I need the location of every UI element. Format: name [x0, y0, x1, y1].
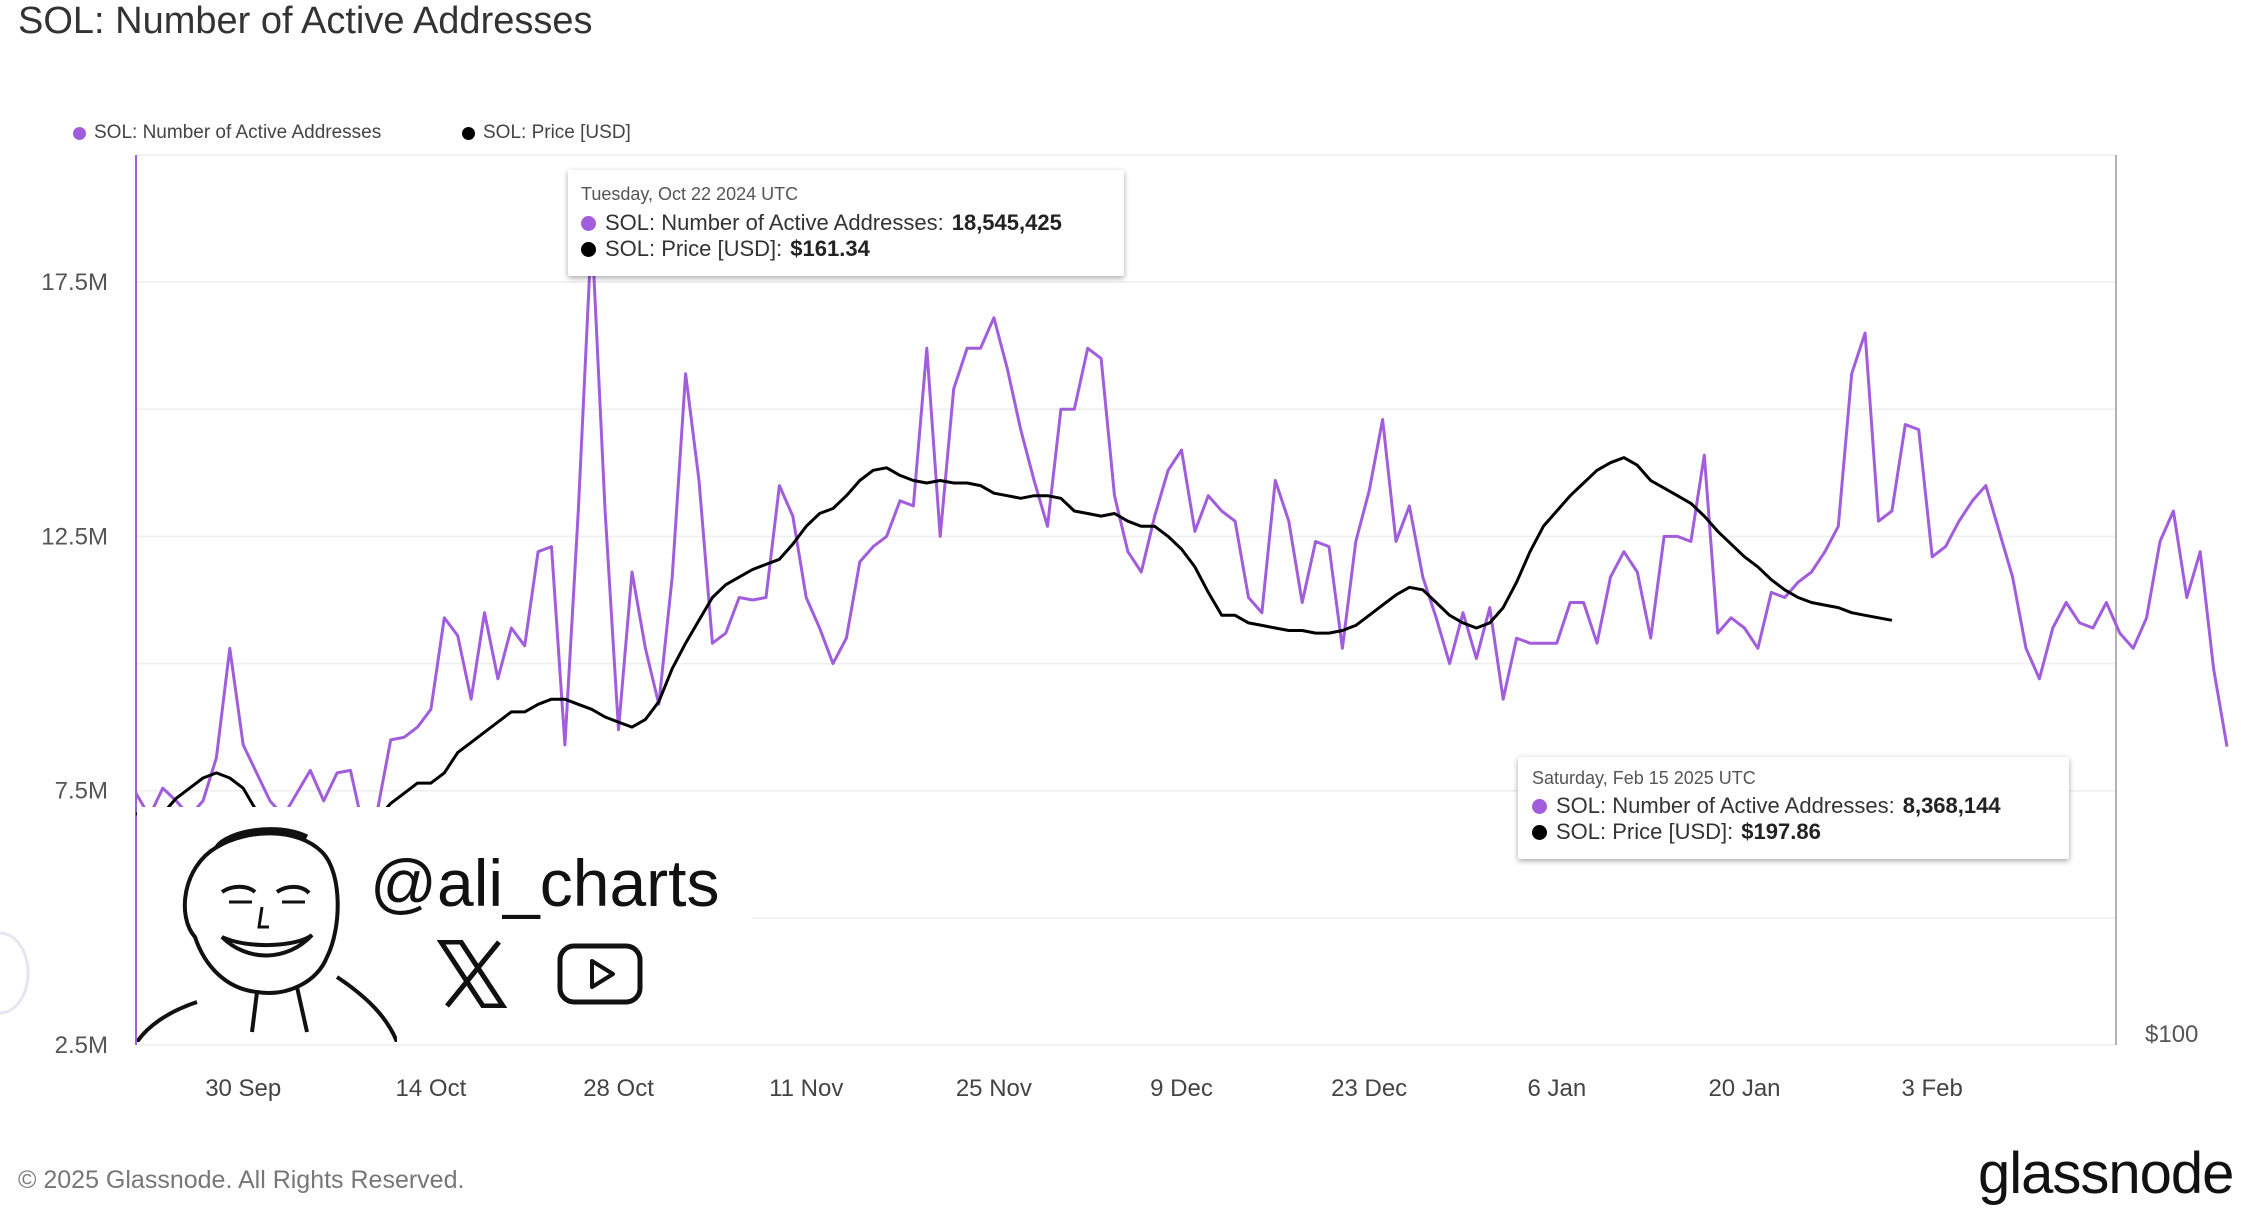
tooltip-row-price: SOL: Price [USD]: $197.86 [1532, 819, 1821, 845]
legend-dot-icon [462, 126, 475, 140]
tooltip-row-price: SOL: Price [USD]: $161.34 [581, 236, 870, 262]
watermark-overlay: @ali_charts [137, 807, 752, 1042]
tooltip-feb-15: Saturday, Feb 15 2025 UTC SOL: Number of… [1518, 757, 2069, 859]
watermark-handle: @ali_charts [370, 846, 720, 920]
tooltip-label: SOL: Price [USD]: [605, 236, 783, 261]
tooltip-label: SOL: Number of Active Addresses: [605, 210, 944, 235]
youtube-icon[interactable] [557, 943, 643, 1007]
tooltip-value: $161.34 [790, 236, 870, 261]
x-tick-label: 20 Jan [1708, 1075, 1780, 1102]
tooltip-date: Tuesday, Oct 22 2024 UTC [581, 184, 799, 204]
tooltip-oct-22: Tuesday, Oct 22 2024 UTC SOL: Number of … [568, 170, 1124, 276]
dot-icon [581, 215, 596, 231]
x-tick-label: 9 Dec [1150, 1075, 1213, 1102]
brand-logo: glassnode [1978, 1141, 2234, 1206]
x-tick-label: 23 Dec [1331, 1075, 1407, 1102]
tooltip-label: SOL: Number of Active Addresses: [1556, 793, 1895, 818]
series-line-price [135, 456, 1893, 846]
dot-icon [1532, 824, 1547, 840]
copyright-text: © 2025 Glassnode. All Rights Reserved. [18, 1166, 465, 1194]
x-tick-label: 3 Feb [1901, 1075, 1962, 1102]
tooltip-value: $197.86 [1741, 819, 1821, 844]
cartoon-face-icon [137, 827, 397, 1042]
y-tick-label: 2.5M [55, 1032, 108, 1059]
legend-dot-icon [73, 126, 86, 140]
dot-icon [581, 241, 596, 257]
x-tick-label: 14 Oct [396, 1075, 467, 1102]
legend-label: SOL: Price [USD] [483, 122, 631, 143]
y-axis-ticks: 2.5M 7.5M 12.5M 17.5M [41, 269, 108, 1059]
x-tick-label: 30 Sep [205, 1075, 281, 1102]
x-tick-label: 11 Nov [769, 1075, 843, 1102]
tooltip-label: SOL: Price [USD]: [1556, 819, 1734, 844]
legend-item-addresses[interactable]: SOL: Number of Active Addresses [73, 122, 381, 144]
tooltip-value: 8,368,144 [1902, 793, 2001, 818]
x-axis-ticks: 30 Sep 14 Oct 28 Oct 11 Nov 25 Nov 9 Dec 23 De… [205, 1075, 1963, 1102]
x-tick-label: 25 Nov [956, 1075, 1032, 1102]
y-tick-label: 7.5M [55, 778, 108, 805]
dot-icon [1532, 798, 1547, 814]
y-tick-label: 17.5M [41, 269, 108, 296]
x-logo-icon[interactable] [437, 940, 507, 1008]
y-tick-label: 12.5M [41, 523, 108, 550]
tooltip-row-addresses: SOL: Number of Active Addresses: 8,368,1… [1532, 793, 2001, 819]
x-tick-label: 6 Jan [1527, 1075, 1586, 1102]
legend-item-price[interactable]: SOL: Price [USD] [462, 122, 631, 144]
x-tick-label: 28 Oct [583, 1075, 654, 1102]
edge-bubble-icon [0, 931, 30, 1015]
series-line-addresses [134, 227, 2229, 833]
tooltip-row-addresses: SOL: Number of Active Addresses: 18,545,… [581, 210, 1062, 236]
tooltip-date: Saturday, Feb 15 2025 UTC [1532, 768, 1756, 788]
chart-title: SOL: Number of Active Addresses [18, 0, 593, 42]
tooltip-value: 18,545,425 [951, 210, 1062, 235]
legend-label: SOL: Number of Active Addresses [94, 122, 382, 143]
y-right-tick-label: $100 [2145, 1021, 2198, 1048]
